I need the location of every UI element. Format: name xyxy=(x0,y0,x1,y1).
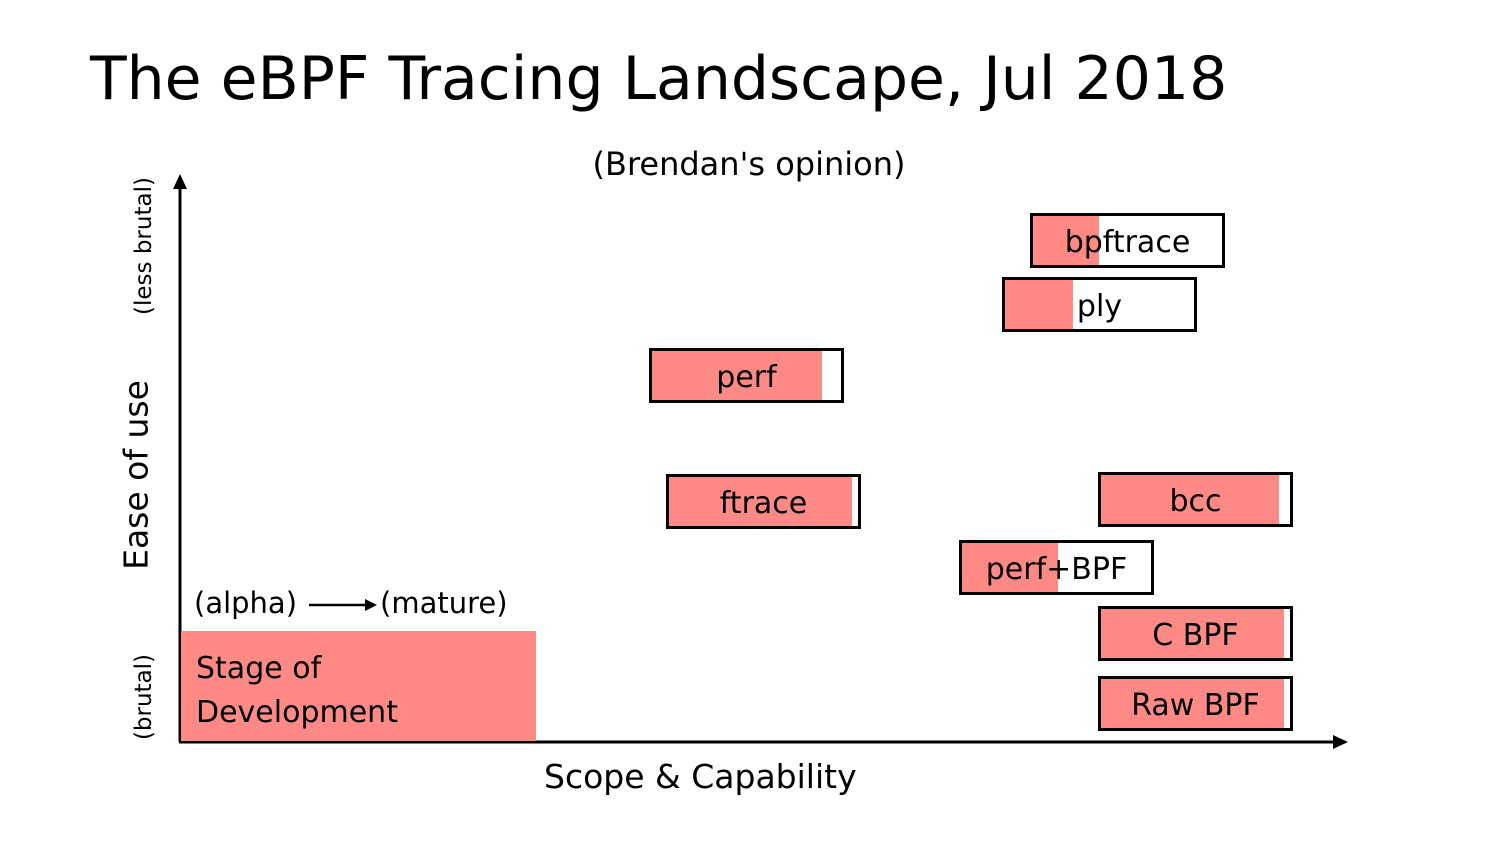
subtitle-text: (Brendan's opinion) xyxy=(592,145,906,183)
tool-box-perf-bpf: perf+BPF xyxy=(959,540,1154,595)
tool-box-bpftrace: bpftrace xyxy=(1030,213,1225,268)
tool-label-ply: ply xyxy=(1076,289,1123,324)
tool-label-raw-bpf: Raw BPF xyxy=(1131,688,1260,723)
x-axis-arrowhead xyxy=(1333,735,1348,749)
stage-label-line1: Stage of xyxy=(196,651,322,686)
maturity-fill-ftrace xyxy=(669,477,853,526)
tool-box-perf: perf xyxy=(649,348,844,403)
tool-label-c-bpf: C BPF xyxy=(1152,618,1239,653)
tool-label-perf-bpf: perf+BPF xyxy=(985,552,1128,587)
maturity-fill-raw-bpf xyxy=(1101,679,1285,728)
tool-box-raw-bpf: Raw BPF xyxy=(1098,676,1293,731)
maturity-fill-ply xyxy=(1005,280,1074,329)
y-axis-arrowhead xyxy=(173,174,187,189)
maturity-fill-c-bpf xyxy=(1101,609,1285,658)
stage-label-line2: Development xyxy=(196,695,398,730)
legend-alpha-label: (alpha) xyxy=(194,586,298,620)
tool-box-c-bpf: C BPF xyxy=(1098,606,1293,661)
stage-of-development-label: Stage of Development xyxy=(196,647,398,735)
y-axis-top-label: (less brutal) xyxy=(131,177,157,315)
tool-box-ply: ply xyxy=(1002,277,1197,332)
tool-label-bpftrace: bpftrace xyxy=(1064,225,1191,260)
x-axis-label: Scope & Capability xyxy=(544,757,857,796)
stage-of-development-box: Stage of Development xyxy=(181,631,536,741)
slide-title: The eBPF Tracing Landscape, Jul 2018 xyxy=(90,44,1228,114)
slide-subtitle: (Brendan's opinion) xyxy=(0,143,1500,185)
maturity-fill-perf xyxy=(652,351,823,400)
maturity-fill-bpftrace xyxy=(1033,216,1100,265)
maturity-fill-perf-bpf xyxy=(962,543,1059,592)
legend-arrowhead xyxy=(365,599,377,611)
y-axis-label: Ease of use xyxy=(116,380,156,570)
legend-mature-label: (mature) xyxy=(380,586,508,620)
maturity-fill-bcc xyxy=(1101,475,1279,524)
y-axis-bottom-label: (brutal) xyxy=(131,653,157,741)
tool-box-ftrace: ftrace xyxy=(666,474,861,529)
tool-label-ftrace: ftrace xyxy=(719,486,808,521)
tool-label-bcc: bcc xyxy=(1169,484,1222,519)
tool-box-bcc: bcc xyxy=(1098,472,1293,527)
tool-label-perf: perf xyxy=(716,360,777,395)
